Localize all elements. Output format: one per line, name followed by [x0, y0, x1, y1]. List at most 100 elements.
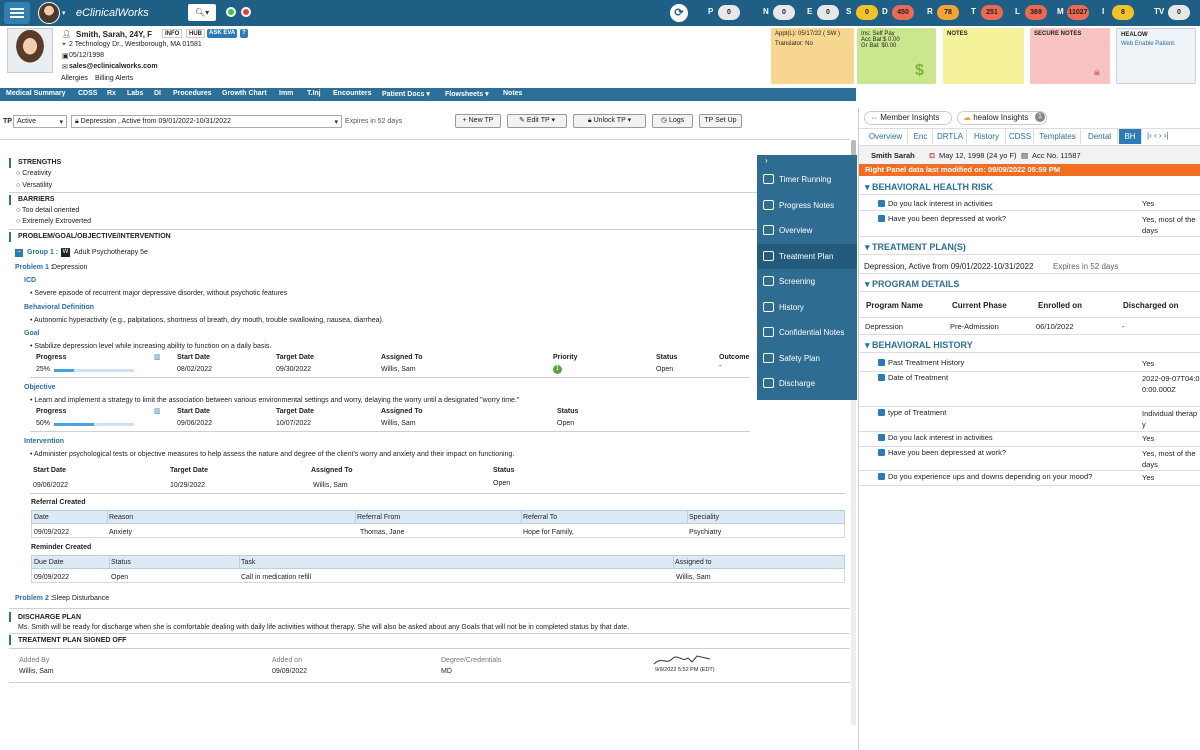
collapse-icon[interactable]: − — [15, 249, 23, 257]
unlock-tp-button[interactable]: 🔒︎ Unlock TP ▾ — [573, 114, 646, 128]
referral-reason: Anxiety — [109, 529, 132, 536]
nav-item-label: Encounters — [333, 90, 372, 97]
main-scrollbar[interactable] — [851, 140, 856, 725]
nav-item-procedures[interactable]: Procedures — [173, 90, 212, 97]
bh-risk-title[interactable]: ▾ BEHAVIORAL HEALTH RISK — [865, 182, 994, 192]
user-avatar[interactable] — [38, 2, 60, 24]
nav-item-medical-summary[interactable]: Medical Summary — [6, 90, 66, 97]
counter-label: T — [971, 7, 976, 16]
counter-d[interactable]: D 450 — [882, 5, 922, 20]
side-menu-item-timer-running[interactable]: Timer Running — [757, 167, 857, 192]
status-red-icon[interactable] — [241, 7, 251, 17]
edit-tp-button[interactable]: ✎ Edit TP ▾ — [507, 114, 567, 128]
chevron-right-icon[interactable]: › — [765, 156, 768, 165]
side-menu-item-confidential-notes[interactable]: Confidential Notes — [757, 320, 857, 345]
counter-l[interactable]: L 369 — [1015, 5, 1055, 20]
bh-history-title[interactable]: ▾ BEHAVIORAL HISTORY — [865, 340, 973, 350]
hamburger-menu-icon[interactable] — [4, 2, 30, 24]
patient-email[interactable]: sales@eclinicalworks.com — [69, 63, 158, 70]
nav-item-encounters[interactable]: Encounters — [333, 90, 372, 97]
group-label: Group 1 : — [27, 249, 59, 256]
refresh-icon[interactable]: ⟳ — [670, 4, 688, 22]
reminder-task: Call in medication refill — [241, 574, 312, 581]
counter-t[interactable]: T 251 — [971, 5, 1011, 20]
tab-templates[interactable]: Templates — [1035, 129, 1081, 144]
healow-card[interactable]: HEALOW Web Enable Patient. — [1116, 28, 1196, 84]
tp-status-select[interactable]: Active ▾ — [13, 115, 67, 128]
patient-name[interactable]: Smith, Sarah, 24Y, F — [76, 30, 153, 39]
nav-item-imm[interactable]: Imm — [279, 90, 293, 97]
new-tp-button[interactable]: + New TP — [455, 114, 501, 128]
tab-history[interactable]: History — [968, 129, 1006, 144]
side-menu-item-history[interactable]: History — [757, 295, 857, 320]
nav-item-cdss[interactable]: CDSS — [78, 90, 97, 97]
goal-start-value: 08/02/2022 — [177, 366, 213, 373]
hub-tag[interactable]: HUB — [186, 29, 205, 38]
tab-nav-icons[interactable]: |‹ ‹ › ›| — [1147, 131, 1169, 140]
tab-bh[interactable]: BH — [1119, 129, 1142, 144]
allergies-link[interactable]: Allergies — [61, 75, 88, 82]
nav-item-flowsheets[interactable]: Flowsheets ▾ — [445, 90, 489, 98]
goal-value: • Stabilize depression level while incre… — [30, 343, 272, 350]
side-menu-item-progress-notes[interactable]: Progress Notes — [757, 193, 857, 218]
nav-item-t-inj[interactable]: T.Inj — [307, 90, 321, 97]
chevron-down-icon[interactable]: ▾ — [62, 10, 66, 17]
tp-setup-button[interactable]: TP Set Up — [699, 114, 742, 128]
patient-search-button[interactable]: 🔍︎▾ — [188, 4, 216, 21]
side-menu-item-safety-plan[interactable]: Safety Plan — [757, 346, 857, 371]
int-assigned-header: Assigned To — [311, 467, 353, 474]
counter-label: D — [882, 7, 888, 16]
secure-notes-card[interactable]: SECURE NOTES 🔒︎ — [1030, 28, 1110, 84]
nav-item-labs[interactable]: Labs — [127, 90, 143, 97]
notes-card[interactable]: NOTES — [943, 28, 1024, 84]
logs-button[interactable]: ◷ Logs — [652, 114, 693, 128]
tab-dental[interactable]: Dental — [1082, 129, 1118, 144]
tab-cdss[interactable]: CDSS — [1007, 129, 1034, 144]
side-menu-item-overview[interactable]: Overview — [757, 218, 857, 243]
tab-drtla[interactable]: DRTLA — [934, 129, 967, 144]
counter-m[interactable]: M 11027 — [1057, 5, 1097, 20]
reminder-due: 09/09/2022 — [34, 574, 70, 581]
billing-alerts-link[interactable]: Billing Alerts — [95, 75, 134, 82]
healow-insights-tab[interactable]: ☁ healow Insights — [957, 111, 1047, 125]
tab-enc[interactable]: Enc — [909, 129, 933, 144]
status-green-icon[interactable] — [226, 7, 236, 17]
counter-r[interactable]: R 78 — [927, 5, 967, 20]
info-tag[interactable]: INFO — [162, 29, 183, 38]
rp-tp-text[interactable]: Depression, Active from 09/01/2022-10/31… — [864, 262, 1034, 271]
problem2-value: Sleep Disturbance — [52, 595, 110, 602]
tab-overview[interactable]: Overview — [864, 129, 908, 144]
healow-sub[interactable]: Web Enable Patient. — [1121, 41, 1176, 47]
side-menu-item-discharge[interactable]: Discharge — [757, 371, 857, 396]
insurance-card[interactable]: Ins: Self Pay Acc Bal:$ 0.00 Gr Bal: $0.… — [857, 28, 936, 84]
chart-icon[interactable]: ▥ — [154, 354, 161, 361]
tp-plan-select[interactable]: 🔒︎ Depression , Active from 09/01/2022-1… — [71, 115, 342, 128]
counter-value: 78 — [937, 5, 959, 20]
program-title[interactable]: ▾ PROGRAM DETAILS — [865, 279, 960, 289]
chart-icon[interactable]: ▥ — [154, 408, 161, 415]
nav-item-rx[interactable]: Rx — [107, 90, 116, 97]
ask-eva-tag[interactable]: ASK EVA — [207, 29, 238, 38]
table-row[interactable] — [31, 569, 845, 583]
side-menu-item-screening[interactable]: Screening — [757, 269, 857, 294]
bh-history-answer: 2022-09-07T04:00:00.000Z — [1142, 374, 1200, 394]
nav-item-growth-chart[interactable]: Growth Chart — [222, 90, 267, 97]
side-menu-item-treatment-plan[interactable]: Treatment Plan — [757, 243, 857, 269]
chevron-down-icon: ▾ — [59, 119, 63, 126]
cloud-icon: ☁ — [963, 113, 971, 122]
menu-item-icon — [763, 225, 774, 235]
appointment-card[interactable]: Appt(L): 05/17/22 ( SW ) Translator: No — [771, 28, 854, 84]
tp-title[interactable]: ▾ TREATMENT PLAN(S) — [865, 242, 966, 252]
member-insights-tab[interactable]: ⇔ Member Insights — [864, 111, 952, 125]
table-row[interactable] — [31, 524, 845, 538]
counter-tv[interactable]: TV 0 — [1154, 5, 1194, 20]
help-tag[interactable]: ? — [240, 29, 248, 38]
nav-item-notes[interactable]: Notes — [503, 90, 522, 97]
nav-item-di[interactable]: DI — [154, 90, 161, 97]
nav-item-patient-docs[interactable]: Patient Docs ▾ — [382, 90, 430, 98]
